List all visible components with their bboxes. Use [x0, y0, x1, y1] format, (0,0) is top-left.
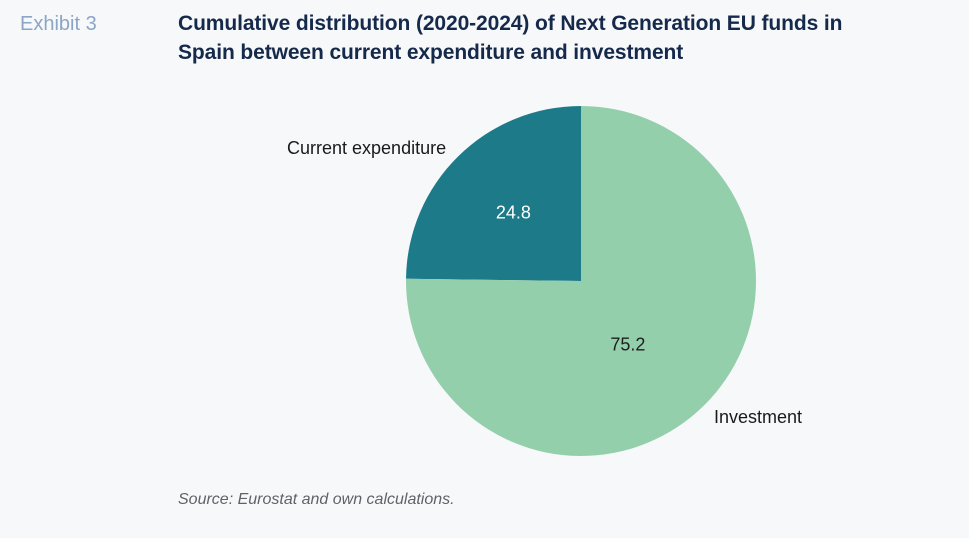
source-note: Source: Eurostat and own calculations. [178, 491, 455, 508]
pie-chart: 24.8 75.2 [406, 106, 756, 456]
pie-value-label-current-expenditure: 24.8 [496, 203, 531, 223]
pie-value-label-investment: 75.2 [610, 334, 645, 354]
chart-title: Cumulative distribution (2020-2024) of N… [178, 12, 843, 64]
pie-slice-current-expenditure [406, 106, 581, 281]
slice-label-investment: Investment [714, 407, 803, 427]
pie-slice-investment [406, 106, 756, 456]
exhibit-label: Exhibit 3 [20, 13, 97, 35]
slice-label-current-expenditure: Current expenditure [287, 138, 447, 158]
